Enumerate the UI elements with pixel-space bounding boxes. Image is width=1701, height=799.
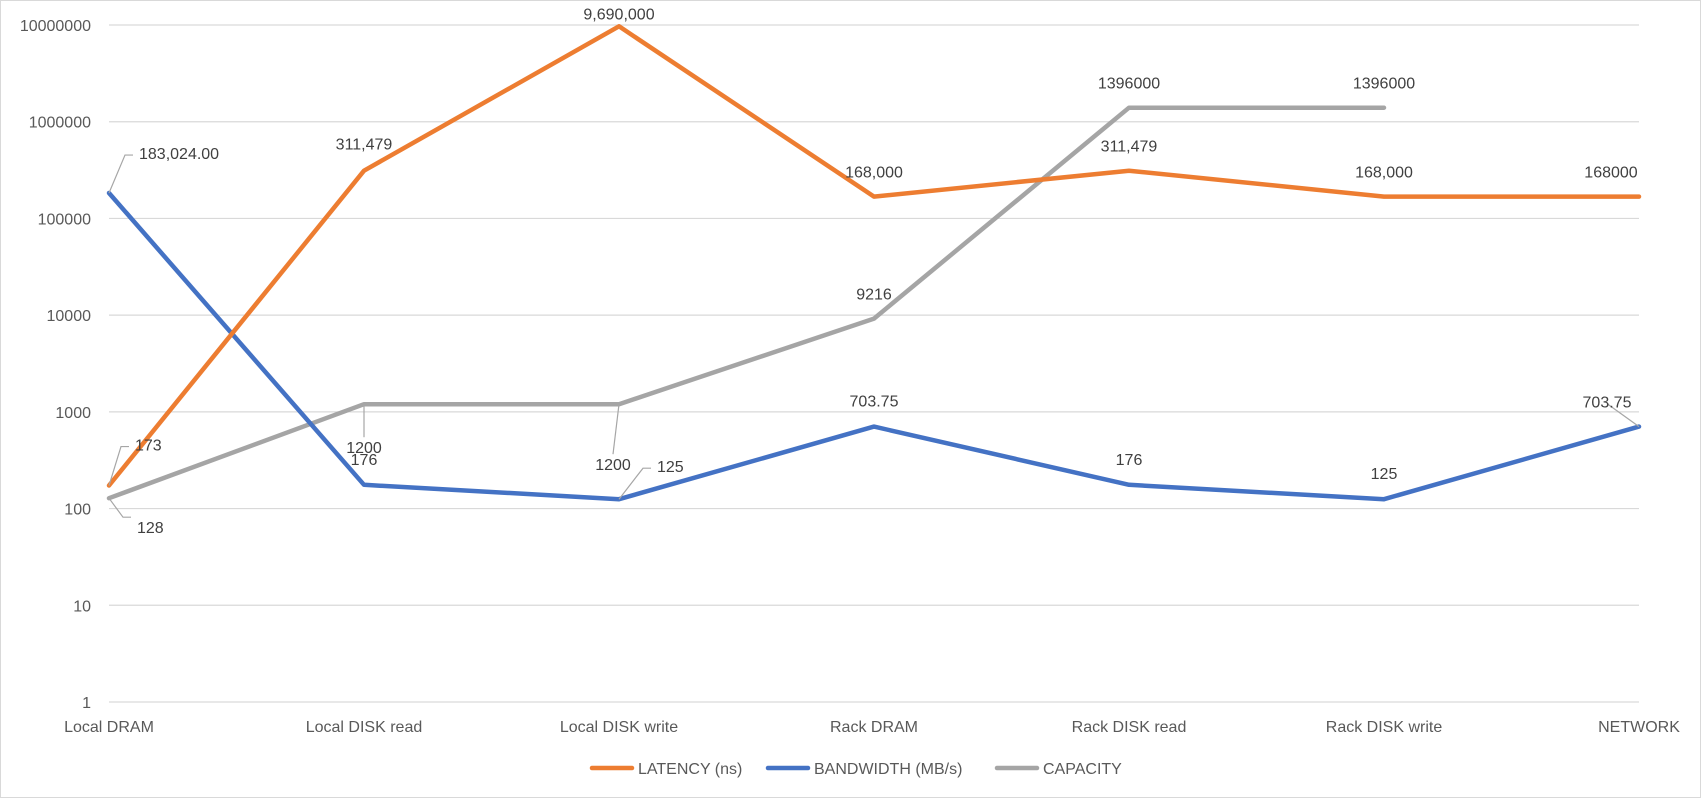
y-tick-label: 1000000 [29,115,91,132]
data-label: 125 [1371,466,1398,483]
label-leader [612,404,620,455]
x-tick-label: Local DISK write [560,719,678,736]
x-tick-label: NETWORK [1598,719,1680,736]
y-tick-label: 100000 [38,211,91,228]
legend: LATENCY (ns) BANDWIDTH (MB/s) CAPACITY [589,761,1122,778]
y-tick-label: 10000 [47,308,92,325]
x-tick-label: Rack DRAM [830,719,918,736]
series-line-1 [106,190,1642,502]
data-label: 703.75 [1583,395,1632,412]
data-label: 9216 [856,287,892,304]
data-label: 168,000 [845,165,903,182]
series-line-0 [106,24,1642,488]
data-label: 168000 [1584,165,1637,182]
x-tick-label: Rack DISK read [1072,719,1187,736]
data-label: 1200 [346,440,382,457]
data-label: 9,690,000 [583,6,654,23]
data-label: 125 [657,459,684,476]
x-axis-ticks: Local DRAM Local DISK read Local DISK writ… [64,719,1680,736]
y-tick-label: 100 [64,502,91,519]
label-leader [108,154,133,194]
data-labels: 173 311,479 9,690,000 168,000 311,479 168,000… [135,6,1638,537]
legend-label-0: LATENCY (ns) [638,761,742,778]
x-tick-label: Local DRAM [64,719,154,736]
data-label: 176 [1116,452,1143,469]
legend-label-1: BANDWIDTH (MB/s) [814,761,962,778]
data-label: 311,479 [336,137,393,154]
data-label: 311,479 [1101,139,1158,156]
data-label: 176 [351,452,378,469]
y-tick-label: 1000 [55,405,91,422]
data-label: 1396000 [1353,76,1415,93]
data-label: 703.75 [850,394,899,411]
data-label: 128 [137,520,164,537]
data-label: 1396000 [1098,76,1160,93]
label-leader-lines [108,154,1640,518]
label-leader [108,497,131,518]
label-leader [1606,403,1640,428]
x-tick-label: Local DISK read [306,719,423,736]
series-line-2 [106,105,1387,501]
label-leader [618,467,651,500]
legend-label-2: CAPACITY [1043,761,1122,778]
gridlines [109,24,1639,703]
data-label: 168,000 [1355,165,1413,182]
data-label: 1200 [595,457,631,474]
data-label: 173 [135,438,162,455]
y-tick-label: 10000000 [20,18,91,35]
y-tick-label: 10 [73,598,91,615]
data-label: 183,024.00 [139,146,219,163]
series-lines [106,24,1642,502]
label-leader [108,445,129,486]
y-axis-ticks: 1 10 100 1000 10000 100000 1000000 10000000 [20,18,91,712]
y-tick-label: 1 [82,695,91,712]
x-tick-label: Rack DISK write [1326,719,1443,736]
